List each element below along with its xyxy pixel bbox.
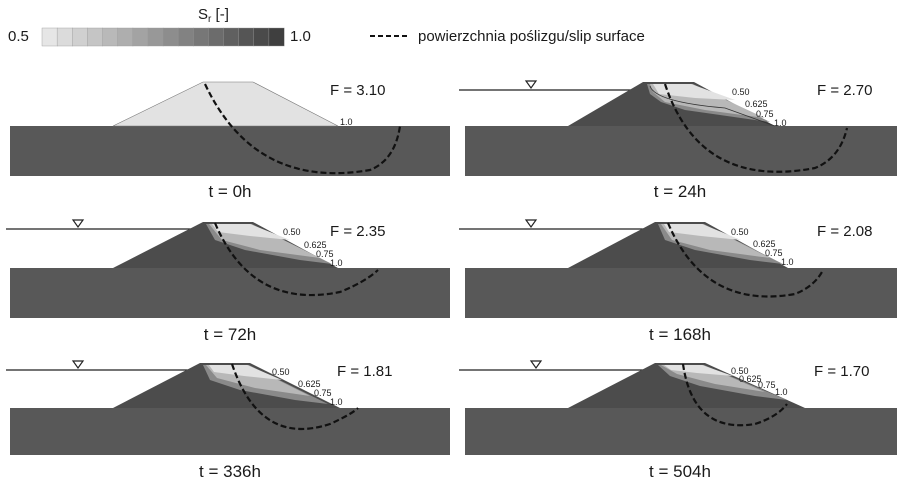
- scale-step: [177, 27, 194, 47]
- factor-of-safety: F = 2.08: [817, 223, 872, 240]
- contour-label-0-50: 0.50: [272, 367, 290, 377]
- scale-step: [41, 27, 58, 47]
- unsaturated-zone-dry: [664, 365, 733, 376]
- contour-label-0-50: 0.50: [732, 87, 750, 97]
- time-label-t336: t = 336h: [199, 462, 261, 481]
- slip-surface: [230, 363, 359, 431]
- embankment-dry: [112, 81, 339, 127]
- contour-label-0-50: 0.50: [731, 366, 749, 376]
- contour-label-0-625: 0.625: [739, 374, 762, 384]
- foundation-layer: [465, 408, 897, 455]
- factor-of-safety: F = 2.70: [817, 82, 872, 99]
- scale-max-label: 1.0: [290, 28, 311, 45]
- unsaturated-zone-dry: [664, 224, 741, 240]
- scale-min-label: 0.5: [8, 28, 29, 45]
- slip-surface-legend: powierzchnia poślizgu/slip surface: [370, 28, 645, 45]
- contour-label-0-75: 0.75: [765, 248, 783, 258]
- water-level-symbol: [71, 219, 85, 229]
- contour-label-0-625: 0.625: [753, 239, 776, 249]
- factor-of-safety: F = 1.81: [337, 363, 392, 380]
- factor-of-safety: F = 3.10: [330, 82, 385, 99]
- contour-label-0-75: 0.75: [316, 249, 334, 259]
- time-label-t24: t = 24h: [654, 182, 706, 201]
- panel-t168: 0.50 0.625 0.75 1.0 F = 2.08: [459, 219, 897, 318]
- contour-label-1-0: 1.0: [340, 117, 353, 127]
- slip-surface: [204, 83, 402, 175]
- scale-step: [208, 27, 225, 47]
- slip-surface: [666, 222, 824, 298]
- contour-label-1-0: 1.0: [774, 118, 787, 128]
- foundation-layer: [10, 408, 450, 455]
- contour-label-0-75: 0.75: [758, 380, 776, 390]
- contour-label-0-625: 0.625: [304, 240, 327, 250]
- contour-label-0-625: 0.625: [745, 99, 768, 109]
- scale-step: [87, 27, 104, 47]
- contour-label-1-0: 1.0: [775, 387, 788, 397]
- scale-step: [132, 27, 149, 47]
- slip-surface: [213, 222, 379, 297]
- slip-surface-legend-label: powierzchnia poślizgu/slip surface: [418, 28, 645, 45]
- contour-label-1-0: 1.0: [330, 397, 343, 407]
- panel-t336: 0.50 0.625 0.75 1.0 F = 1.81: [6, 360, 450, 455]
- scale-step: [147, 27, 164, 47]
- water-level-symbol: [524, 219, 538, 229]
- foundation-layer: [10, 126, 450, 176]
- sr-legend-title: Sr [-]: [198, 6, 229, 25]
- slip-surface: [681, 363, 788, 427]
- foundation-layer: [465, 126, 897, 176]
- scale-step: [117, 27, 134, 47]
- saturation-legend: Sr [-] 0.5 1.0: [8, 6, 311, 47]
- factor-of-safety: F = 2.35: [330, 223, 385, 240]
- scale-step: [193, 27, 209, 47]
- scale-step: [56, 27, 73, 47]
- panel-t24: 0.50 0.625 0.75 1.0 F = 2.70: [459, 80, 897, 176]
- contour-line: [649, 85, 776, 127]
- contour-label-0-75: 0.75: [756, 109, 774, 119]
- slip-surface: [663, 83, 849, 173]
- contour-label-1-0: 1.0: [330, 258, 343, 268]
- time-label-t0: t = 0h: [208, 182, 251, 201]
- contour-label-0-50: 0.50: [283, 227, 301, 237]
- scale-step: [72, 27, 88, 47]
- contour-label-1-0: 1.0: [781, 257, 794, 267]
- foundation-layer: [465, 268, 897, 318]
- scale-step: [268, 27, 285, 47]
- foundation-layer: [10, 268, 450, 318]
- embankment-saturated: [568, 363, 805, 408]
- water-level-symbol: [71, 360, 85, 370]
- time-label-t168: t = 168h: [649, 325, 711, 344]
- time-label-t72: t = 72h: [204, 325, 256, 344]
- scale-step: [162, 27, 179, 47]
- unsaturated-zone-dry: [209, 365, 282, 380]
- time-label-t504: t = 504h: [649, 462, 711, 481]
- water-level-symbol: [529, 360, 543, 370]
- scale-step: [102, 27, 119, 47]
- panel-t72: 0.50 0.625 0.75 1.0 F = 2.35: [6, 219, 450, 318]
- contour-label-0-50: 0.50: [731, 227, 749, 237]
- panel-t0: 1.0 F = 3.10: [10, 81, 450, 176]
- factor-of-safety: F = 1.70: [814, 363, 869, 380]
- scale-step: [238, 27, 255, 47]
- contour-label-0-625: 0.625: [298, 379, 321, 389]
- water-level-symbol: [524, 80, 538, 90]
- scale-step: [223, 27, 240, 47]
- scale-step: [253, 27, 270, 47]
- unsaturated-zone-dry: [653, 84, 735, 100]
- contour-label-0-75: 0.75: [314, 388, 332, 398]
- saturation-scale-bar: [41, 27, 285, 47]
- panel-t504: 0.50 0.625 0.75 1.0 F = 1.70: [459, 360, 897, 455]
- unsaturated-zone-dry: [212, 224, 290, 240]
